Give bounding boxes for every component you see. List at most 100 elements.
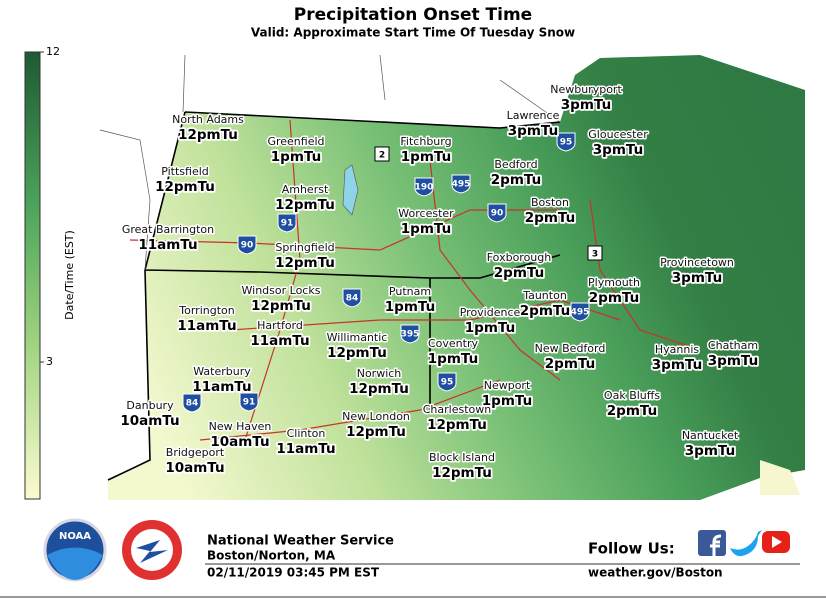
onset-time: 12pmTu <box>275 255 335 271</box>
onset-time: 12pmTu <box>275 197 335 213</box>
subtitle: Valid: Approximate Start Time Of Tuesday… <box>251 26 575 40</box>
city-name: Great Barrington <box>122 223 214 236</box>
onset-time: 12pmTu <box>349 381 409 397</box>
colorbar <box>24 51 41 500</box>
shield-label: 90 <box>491 209 504 219</box>
nws-logo-inner <box>131 529 173 571</box>
facebook-icon[interactable] <box>698 530 726 556</box>
onset-time: 2pmTu <box>525 210 575 226</box>
noaa-logo-wave <box>47 547 103 580</box>
interstate-shield <box>342 288 362 308</box>
shield-label: 84 <box>346 294 359 304</box>
city-name: Newburyport <box>550 83 622 96</box>
interstate-shield <box>556 132 576 152</box>
interstate-shield <box>239 392 259 412</box>
city-name: Charlestown <box>423 403 492 416</box>
shield-label: 91 <box>243 398 256 408</box>
shield-label: 3 <box>592 250 598 260</box>
footer-timestamp: 02/11/2019 03:45 PM EST <box>207 566 380 580</box>
colorbar-tick-label: 12 <box>46 45 60 58</box>
city-name: Pittsfield <box>161 165 209 178</box>
city-name: New Bedford <box>535 342 606 355</box>
onset-time: 3pmTu <box>508 123 558 139</box>
onset-time: 11amTu <box>250 333 309 349</box>
city-name: Chatham <box>708 339 758 352</box>
onset-time: 10amTu <box>165 460 224 476</box>
city-name: Danbury <box>126 399 174 412</box>
onset-time: 12pmTu <box>155 179 215 195</box>
onset-time: 1pmTu <box>428 351 478 367</box>
onset-time: 2pmTu <box>494 265 544 281</box>
city-name: Springfield <box>275 241 334 254</box>
city-name: Torrington <box>178 304 234 317</box>
route-shield <box>587 245 603 261</box>
onset-time: 1pmTu <box>271 149 321 165</box>
onset-time: 2pmTu <box>491 172 541 188</box>
city-name: Providence <box>460 306 521 319</box>
onset-time: 11amTu <box>192 379 251 395</box>
onset-time: 12pmTu <box>427 417 487 433</box>
city-name: Bridgeport <box>166 446 225 459</box>
onset-time: 12pmTu <box>327 345 387 361</box>
onset-time: 1pmTu <box>401 149 451 165</box>
interstate-shield <box>414 177 434 197</box>
city-name: Waterbury <box>193 365 251 378</box>
city-name: Boston <box>531 196 569 209</box>
onset-time: 11amTu <box>138 237 197 253</box>
city-name: Gloucester <box>588 128 648 141</box>
colorbar-label: Date/Time (EST) <box>63 230 76 320</box>
city-name: Taunton <box>522 289 567 302</box>
shield-label: 95 <box>560 138 573 148</box>
noaa-logo-text: NOAA <box>59 531 91 542</box>
twitter-icon[interactable] <box>730 530 762 557</box>
city-name: North Adams <box>172 113 244 126</box>
city-name: Plymouth <box>588 276 640 289</box>
city-name: New Haven <box>209 420 272 433</box>
shield-label: 91 <box>281 219 294 229</box>
footer-org: National Weather Service <box>207 534 394 549</box>
shield-label: 190 <box>415 183 434 193</box>
city-name: Windsor Locks <box>242 284 321 297</box>
footer-office: Boston/Norton, MA <box>207 549 336 563</box>
interstate-shield <box>277 213 297 233</box>
interstate-shield <box>570 302 590 322</box>
city-name: Coventry <box>428 337 478 350</box>
city-name: Newport <box>484 379 531 392</box>
title: Precipitation Onset Time <box>294 5 532 25</box>
onset-time: 1pmTu <box>401 221 451 237</box>
onset-time: 2pmTu <box>545 356 595 372</box>
onset-time: 11amTu <box>276 441 335 457</box>
onset-time: 3pmTu <box>708 353 758 369</box>
city-name: Fitchburg <box>400 135 451 148</box>
shield-label: 495 <box>452 180 471 190</box>
interstate-shield <box>451 174 471 194</box>
onset-time: 3pmTu <box>561 97 611 113</box>
onset-time: 10amTu <box>210 434 269 450</box>
onset-time: 3pmTu <box>652 357 702 373</box>
city-name: Block Island <box>429 451 495 464</box>
city-name: Foxborough <box>487 251 552 264</box>
city-name: Norwich <box>357 367 402 380</box>
onset-time: 11amTu <box>177 318 236 334</box>
onset-time: 12pmTu <box>346 424 406 440</box>
shield-label: 2 <box>379 151 385 161</box>
interstate-shield <box>400 324 420 344</box>
city-name: Bedford <box>494 158 537 171</box>
city-name: Worcester <box>398 207 454 220</box>
interstate-shield <box>182 393 202 413</box>
map <box>99 54 805 500</box>
city-name: Hyannis <box>655 343 700 356</box>
onset-time: 3pmTu <box>685 443 735 459</box>
city-name: Nantucket <box>682 429 739 442</box>
onset-time: 1pmTu <box>385 299 435 315</box>
facebook-glyph <box>710 534 722 556</box>
onset-time: 2pmTu <box>520 303 570 319</box>
follow-us: Follow Us: <box>588 540 675 558</box>
shield-label: 84 <box>186 399 199 409</box>
shield-label: 90 <box>241 241 254 251</box>
shield-label: 395 <box>401 330 420 340</box>
city-name: Putnam <box>389 285 431 298</box>
nws-logo-bolt <box>136 540 168 563</box>
onset-time: 3pmTu <box>672 270 722 286</box>
